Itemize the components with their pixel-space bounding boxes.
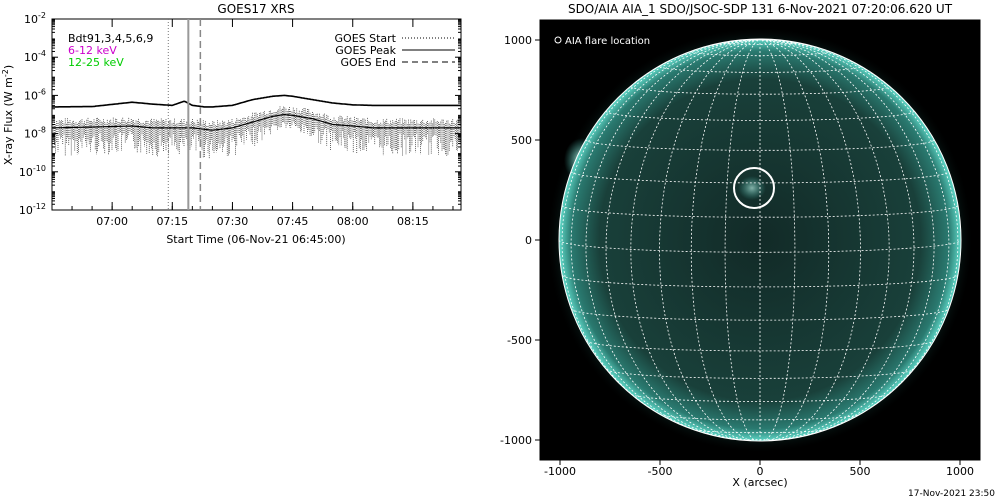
heliographic-grid	[559, 39, 961, 441]
y-tick-label: 10-4	[24, 49, 46, 64]
aia-y-tick-label: 0	[525, 234, 532, 247]
latitude-line	[585, 139, 935, 151]
detector-label: Bdt91,3,4,5,6,9	[68, 32, 153, 45]
series-line-6-12kev	[52, 94, 461, 108]
flare-legend-label: AIA flare location	[565, 36, 650, 47]
latitude-line	[559, 239, 961, 253]
aia-x-axis-label: X (arcsec)	[732, 476, 787, 489]
latitude-line	[724, 42, 796, 45]
x-tick-label: 08:15	[397, 215, 429, 228]
flare-location-circle	[733, 167, 775, 209]
aia-y-tick-label: 500	[511, 134, 532, 147]
aia-x-tick-label: -1000	[544, 465, 576, 478]
longitude-line	[759, 39, 935, 440]
y-axis-ticks: 10-2 10-4 10-6 10-8 10-10 10-12	[19, 11, 461, 217]
series-label-6-12kev: 6-12 keV	[68, 44, 117, 57]
aia-y-tick-label: -1000	[500, 434, 532, 447]
goes-panel: GOES17 XRS 10-2 10-4 10-6 10-8 10-10 10-12 07…	[1, 2, 462, 246]
x-tick-label: 07:00	[96, 215, 128, 228]
y-tick-label: 10-8	[24, 126, 46, 141]
legend-end-label: GOES End	[340, 56, 396, 69]
series-12-25kev-noise	[52, 106, 461, 159]
longitude-line	[570, 39, 761, 438]
longitude-line	[561, 39, 761, 430]
longitude-line	[759, 39, 890, 441]
aia-title: SDO/AIA AIA_1 SDO/JSOC-SDP 131 6-Nov-202…	[568, 2, 953, 16]
longitude-line	[630, 39, 761, 441]
footer-timestamp: 17-Nov-2021 23:50	[908, 489, 995, 499]
longitude-line	[759, 39, 959, 430]
disk-limb-outline	[558, 38, 962, 442]
latitude-line	[586, 340, 934, 352]
goes-plot-frame	[51, 18, 462, 211]
y-axis-label: X-ray Flux (W m-2)	[1, 65, 15, 165]
flux-lines	[52, 94, 461, 131]
aia-panel: SDO/AIA AIA_1 SDO/JSOC-SDP 131 6-Nov-202…	[500, 2, 981, 489]
latitude-line	[561, 275, 959, 288]
longitude-line	[605, 39, 761, 441]
longitude-line	[724, 39, 761, 441]
longitude-line	[659, 39, 761, 441]
x-tick-label: 07:45	[277, 215, 309, 228]
aia-x-tick-label: -500	[648, 465, 673, 478]
longitude-line	[759, 39, 861, 441]
longitude-line	[759, 39, 950, 438]
x-tick-label: 07:30	[217, 215, 249, 228]
x-tick-label: 07:15	[156, 215, 188, 228]
longitude-line	[759, 39, 796, 441]
flare-legend-icon	[554, 36, 562, 44]
longitude-line	[585, 39, 761, 440]
series-label-12-25kev: 12-25 keV	[68, 56, 124, 69]
y-tick-label: 10-2	[24, 11, 46, 26]
y-tick-label: 10-6	[24, 87, 46, 102]
aia-y-axis-ticks: 1000 500 0 -500 -1000	[500, 34, 540, 447]
aia-x-tick-label: 1000	[946, 465, 974, 478]
longitude-line	[759, 39, 830, 441]
longitude-line	[759, 39, 915, 441]
legend-start-label: GOES Start	[335, 32, 397, 45]
y-tick-label: 10-10	[19, 164, 46, 179]
x-tick-label: 08:00	[337, 215, 369, 228]
longitude-line	[690, 39, 761, 441]
latitude-line	[692, 428, 828, 434]
latitude-line	[606, 369, 914, 379]
aia-y-tick-label: 1000	[504, 34, 532, 47]
legend-peak-label: GOES Peak	[335, 44, 396, 57]
aia-x-axis-ticks: -1000 -500 0 500 1000	[544, 460, 974, 478]
aia-x-tick-label: 500	[850, 465, 871, 478]
event-markers	[167, 19, 202, 210]
latitude-line	[631, 394, 889, 402]
goes-title: GOES17 XRS	[217, 2, 294, 16]
active-region	[738, 176, 766, 200]
latitude-line	[660, 414, 860, 421]
aia-y-tick-label: -500	[507, 334, 532, 347]
x-axis-label: Start Time (06-Nov-21 06:45:00)	[166, 233, 345, 246]
legend: GOES Start GOES Peak GOES End	[335, 32, 455, 69]
y-tick-label: 10-12	[19, 202, 46, 217]
x-axis-ticks: 07:00 07:15 07:30 07:45 08:00 08:15	[51, 19, 454, 228]
noise-band-12-25kev	[52, 106, 461, 159]
aia-x-tick-label: 0	[757, 465, 764, 478]
series-line-12-25kev	[52, 113, 461, 131]
